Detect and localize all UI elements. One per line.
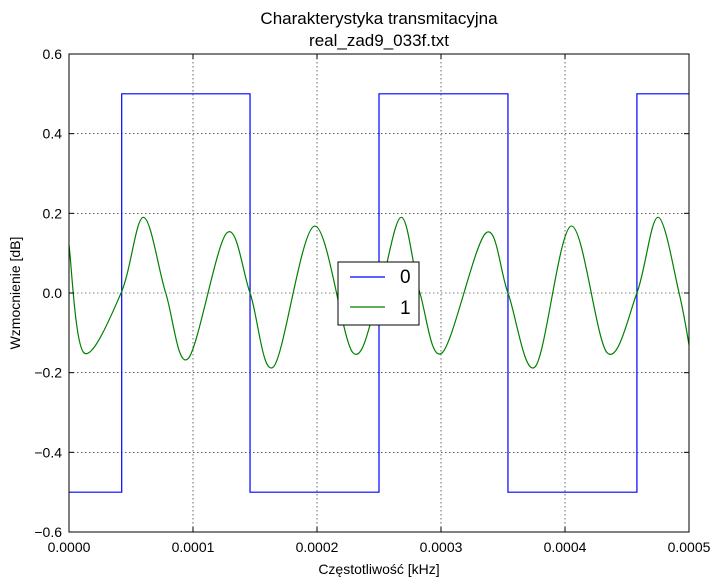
x-tick-label: 0.0001	[172, 539, 215, 555]
x-tick-label: 0.0003	[420, 539, 463, 555]
legend: 0 1	[337, 261, 420, 326]
x-tick-label: 0.0000	[48, 539, 91, 555]
y-tick-label: −0.4	[34, 444, 62, 460]
x-tick-label: 0.0002	[296, 539, 339, 555]
legend-label-0: 0	[400, 267, 411, 288]
grid	[69, 54, 689, 532]
chart-title: Charakterystyka transmitacyjna	[260, 9, 498, 28]
y-tick-label: 0.6	[43, 46, 63, 62]
y-tick-label: 0.2	[43, 205, 63, 221]
legend-label-1: 1	[400, 298, 411, 319]
y-tick-label: 0.4	[43, 126, 63, 142]
x-axis-label: Częstotliwość [kHz]	[318, 561, 439, 577]
x-ticks: 0.0000 0.0001 0.0002 0.0003 0.0004 0.0005	[48, 54, 711, 555]
legend-box	[337, 261, 420, 326]
chart-subtitle: real_zad9_033f.txt	[309, 31, 449, 50]
y-tick-label: −0.6	[34, 524, 62, 540]
y-ticks: −0.6 −0.4 −0.2 0.0 0.2 0.4 0.6	[34, 46, 689, 540]
y-axis-label: Wzmocnienie [dB]	[7, 237, 23, 350]
x-tick-label: 0.0004	[544, 539, 587, 555]
x-tick-label: 0.0005	[668, 539, 711, 555]
y-tick-label: −0.2	[34, 365, 62, 381]
y-tick-label: 0.0	[43, 285, 63, 301]
